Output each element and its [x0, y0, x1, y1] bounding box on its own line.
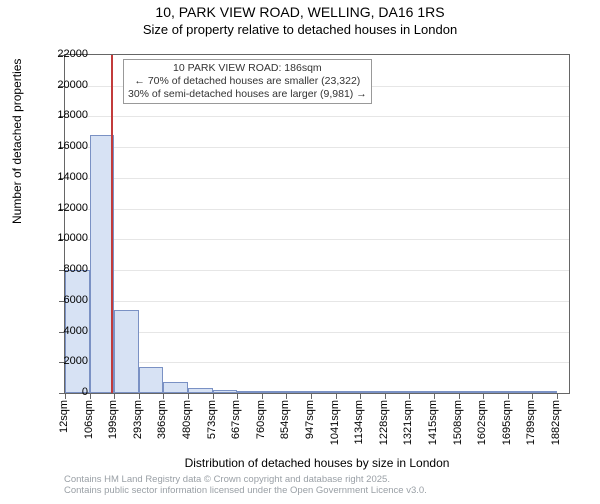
- x-tick: [508, 393, 509, 399]
- x-tick-label: 480sqm: [181, 400, 193, 439]
- x-tick: [163, 393, 164, 399]
- gridline: [65, 147, 569, 148]
- annotation-line1: 10 PARK VIEW ROAD: 186sqm: [128, 62, 367, 75]
- y-tick-label: 6000: [38, 294, 88, 306]
- footer-line2: Contains public sector information licen…: [64, 485, 427, 496]
- gridline: [65, 362, 569, 363]
- histogram-bar: [114, 310, 139, 393]
- x-tick-label: 573sqm: [206, 400, 218, 439]
- y-tick-label: 18000: [38, 109, 88, 121]
- x-tick: [434, 393, 435, 399]
- x-axis-label: Distribution of detached houses by size …: [64, 456, 570, 470]
- x-tick-label: 1041sqm: [329, 400, 341, 445]
- x-tick: [286, 393, 287, 399]
- x-tick-label: 1415sqm: [427, 400, 439, 445]
- histogram-bar: [262, 391, 287, 393]
- histogram-bar: [508, 391, 533, 393]
- histogram-bar: [434, 391, 458, 393]
- histogram-bar: [459, 391, 484, 393]
- y-tick-label: 0: [38, 386, 88, 398]
- gridline: [65, 301, 569, 302]
- chart-title-line2: Size of property relative to detached ho…: [0, 22, 600, 37]
- y-axis-label: Number of detached properties: [10, 59, 24, 224]
- histogram-bar: [409, 391, 434, 393]
- x-tick-label: 760sqm: [255, 400, 267, 439]
- x-tick-label: 1228sqm: [378, 400, 390, 445]
- histogram-bar: [336, 391, 360, 393]
- histogram-bar: [360, 391, 385, 393]
- x-tick: [213, 393, 214, 399]
- x-tick-label: 1134sqm: [353, 400, 365, 444]
- x-tick: [311, 393, 312, 399]
- x-tick-label: 386sqm: [156, 400, 168, 439]
- gridline: [65, 178, 569, 179]
- gridline: [65, 270, 569, 271]
- x-tick: [409, 393, 410, 399]
- x-tick-label: 1882sqm: [550, 400, 562, 445]
- y-tick-label: 20000: [38, 79, 88, 91]
- y-tick-label: 16000: [38, 140, 88, 152]
- y-tick-label: 10000: [38, 232, 88, 244]
- x-tick: [90, 393, 91, 399]
- x-tick: [139, 393, 140, 399]
- footer-line1: Contains HM Land Registry data © Crown c…: [64, 474, 427, 485]
- x-tick: [557, 393, 558, 399]
- x-tick: [532, 393, 533, 399]
- x-tick-label: 854sqm: [279, 400, 291, 439]
- histogram-bar: [286, 391, 310, 393]
- histogram-bar: [163, 382, 188, 393]
- x-tick-label: 199sqm: [107, 400, 119, 439]
- histogram-bar: [483, 391, 507, 393]
- x-tick: [188, 393, 189, 399]
- annotation-box: 10 PARK VIEW ROAD: 186sqm← 70% of detach…: [123, 59, 372, 104]
- x-tick: [237, 393, 238, 399]
- x-tick: [336, 393, 337, 399]
- x-tick: [114, 393, 115, 399]
- y-tick-label: 4000: [38, 325, 88, 337]
- chart-container: 10, PARK VIEW ROAD, WELLING, DA16 1RS Si…: [0, 4, 600, 504]
- x-tick: [262, 393, 263, 399]
- x-tick-label: 1321sqm: [402, 400, 414, 445]
- y-tick-label: 8000: [38, 263, 88, 275]
- x-tick-label: 293sqm: [132, 400, 144, 439]
- x-tick-label: 1789sqm: [525, 400, 537, 445]
- gridline: [65, 209, 569, 210]
- gridline: [65, 239, 569, 240]
- x-tick-label: 947sqm: [304, 400, 316, 439]
- histogram-bar: [311, 391, 336, 393]
- plot-area: 10 PARK VIEW ROAD: 186sqm← 70% of detach…: [64, 54, 570, 394]
- y-tick-label: 12000: [38, 202, 88, 214]
- histogram-bar: [532, 391, 556, 393]
- x-tick: [385, 393, 386, 399]
- y-tick-label: 2000: [38, 355, 88, 367]
- x-tick: [360, 393, 361, 399]
- x-tick: [483, 393, 484, 399]
- x-tick-label: 1602sqm: [476, 400, 488, 445]
- histogram-bar: [385, 391, 409, 393]
- histogram-bar: [213, 390, 238, 393]
- y-tick-label: 14000: [38, 171, 88, 183]
- gridline: [65, 332, 569, 333]
- x-tick-label: 106sqm: [83, 400, 95, 439]
- marker-line: [111, 55, 113, 393]
- annotation-line3: 30% of semi-detached houses are larger (…: [128, 88, 367, 101]
- x-tick-label: 12sqm: [58, 400, 70, 433]
- chart-title-line1: 10, PARK VIEW ROAD, WELLING, DA16 1RS: [0, 4, 600, 20]
- annotation-line2: ← 70% of detached houses are smaller (23…: [128, 75, 367, 88]
- x-tick-label: 1508sqm: [452, 400, 464, 445]
- x-tick-label: 667sqm: [230, 400, 242, 439]
- x-tick-label: 1695sqm: [501, 400, 513, 445]
- x-tick: [459, 393, 460, 399]
- footer-attribution: Contains HM Land Registry data © Crown c…: [64, 474, 427, 497]
- histogram-bar: [139, 367, 163, 393]
- y-tick-label: 22000: [38, 48, 88, 60]
- histogram-bar: [237, 391, 261, 393]
- histogram-bar: [188, 388, 212, 393]
- gridline: [65, 116, 569, 117]
